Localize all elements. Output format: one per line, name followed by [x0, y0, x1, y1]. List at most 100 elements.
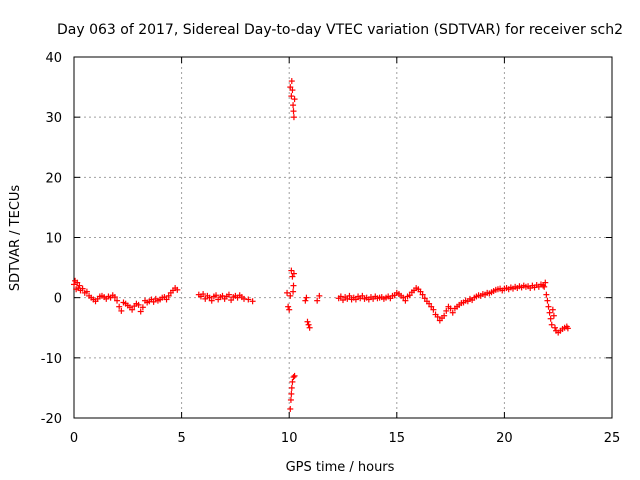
data-point: [291, 372, 298, 379]
data-point: [213, 292, 220, 299]
axis-ticks: [73, 56, 613, 419]
data-point: [289, 87, 296, 94]
data-point: [290, 114, 297, 121]
data-point: [287, 405, 294, 412]
data-point: [421, 295, 428, 302]
data-point: [290, 374, 297, 381]
data-point: [352, 296, 359, 303]
data-point: [287, 396, 294, 403]
data-point: [288, 390, 295, 397]
data-point: [346, 292, 353, 299]
data-point: [74, 279, 81, 286]
data-point: [540, 282, 547, 289]
x-axis-label: GPS time / hours: [286, 460, 395, 475]
data-point: [542, 279, 549, 286]
data-point: [441, 312, 448, 319]
x-tick-label: 20: [496, 431, 513, 446]
data-point: [541, 283, 548, 290]
data-point: [290, 282, 297, 289]
y-tick-label: 0: [54, 292, 62, 307]
data-point: [129, 306, 136, 313]
data-point: [359, 292, 366, 299]
data-point: [303, 294, 310, 301]
data-point: [290, 288, 297, 295]
tick-labels: 0 5 10 15 20 25 -20 -10 0 10 20 30 40: [41, 51, 621, 446]
grid: [74, 57, 612, 418]
data-point: [202, 295, 209, 302]
data-point: [287, 84, 294, 91]
data-point: [249, 298, 256, 305]
data-point: [344, 295, 351, 302]
data-point: [546, 309, 553, 316]
data-point: [286, 306, 293, 313]
data-point: [288, 267, 295, 274]
data-point: [544, 297, 551, 304]
data-point: [337, 293, 344, 300]
data-point: [114, 297, 121, 304]
data-point: [76, 282, 83, 289]
data-point: [406, 292, 413, 299]
data-point: [174, 286, 181, 293]
data-point: [543, 291, 550, 298]
data-point: [288, 78, 295, 85]
data-point: [289, 273, 296, 280]
data-point: [225, 291, 232, 298]
data-point: [419, 291, 426, 298]
data-point: [245, 296, 252, 303]
data-point: [79, 285, 86, 292]
data-point: [426, 300, 433, 307]
data-point: [547, 315, 554, 322]
data-point: [71, 281, 77, 288]
data-point: [548, 321, 555, 328]
y-tick-label: 40: [45, 51, 62, 66]
data-point: [545, 303, 552, 310]
data-point: [564, 325, 571, 332]
data-point: [316, 292, 323, 299]
y-tick-label: 10: [45, 232, 62, 247]
data-point: [550, 312, 557, 319]
y-tick-label: -10: [41, 352, 62, 367]
data-point: [206, 294, 213, 301]
data-point: [304, 318, 311, 325]
data-point: [417, 288, 424, 295]
y-tick-label: -20: [41, 412, 62, 427]
data-point: [137, 308, 144, 315]
y-axis-label: SDTVAR / TECUs: [8, 185, 23, 292]
chart-title: Day 063 of 2017, Sidereal Day-to-day VTE…: [57, 22, 623, 38]
x-tick-label: 5: [177, 431, 185, 446]
data-point: [449, 309, 456, 316]
data-point: [430, 306, 437, 313]
x-tick-label: 15: [389, 431, 406, 446]
data-point: [434, 313, 441, 320]
y-tick-label: 20: [45, 171, 62, 186]
data-point: [306, 324, 313, 331]
data-point: [443, 307, 450, 314]
data-point: [289, 378, 296, 385]
data-point: [287, 292, 294, 299]
data-point: [139, 304, 146, 311]
data-point: [428, 303, 435, 310]
data-points: [71, 78, 571, 412]
data-point: [291, 96, 298, 103]
data-point: [549, 306, 556, 313]
data-point: [302, 297, 309, 304]
data-point: [551, 324, 558, 331]
data-point: [290, 108, 297, 115]
data-point: [111, 294, 118, 301]
data-point: [340, 297, 346, 304]
data-point: [165, 292, 172, 299]
data-point: [208, 297, 215, 304]
data-point: [219, 292, 226, 299]
data-point: [163, 296, 170, 303]
data-point: [400, 294, 407, 301]
data-point: [290, 270, 297, 277]
x-tick-label: 25: [604, 431, 621, 446]
x-tick-label: 0: [70, 431, 78, 446]
data-point: [284, 289, 291, 296]
data-point: [305, 321, 312, 328]
data-point: [288, 384, 295, 391]
y-tick-label: 30: [45, 111, 62, 126]
data-point: [314, 297, 321, 304]
data-point: [200, 291, 207, 298]
